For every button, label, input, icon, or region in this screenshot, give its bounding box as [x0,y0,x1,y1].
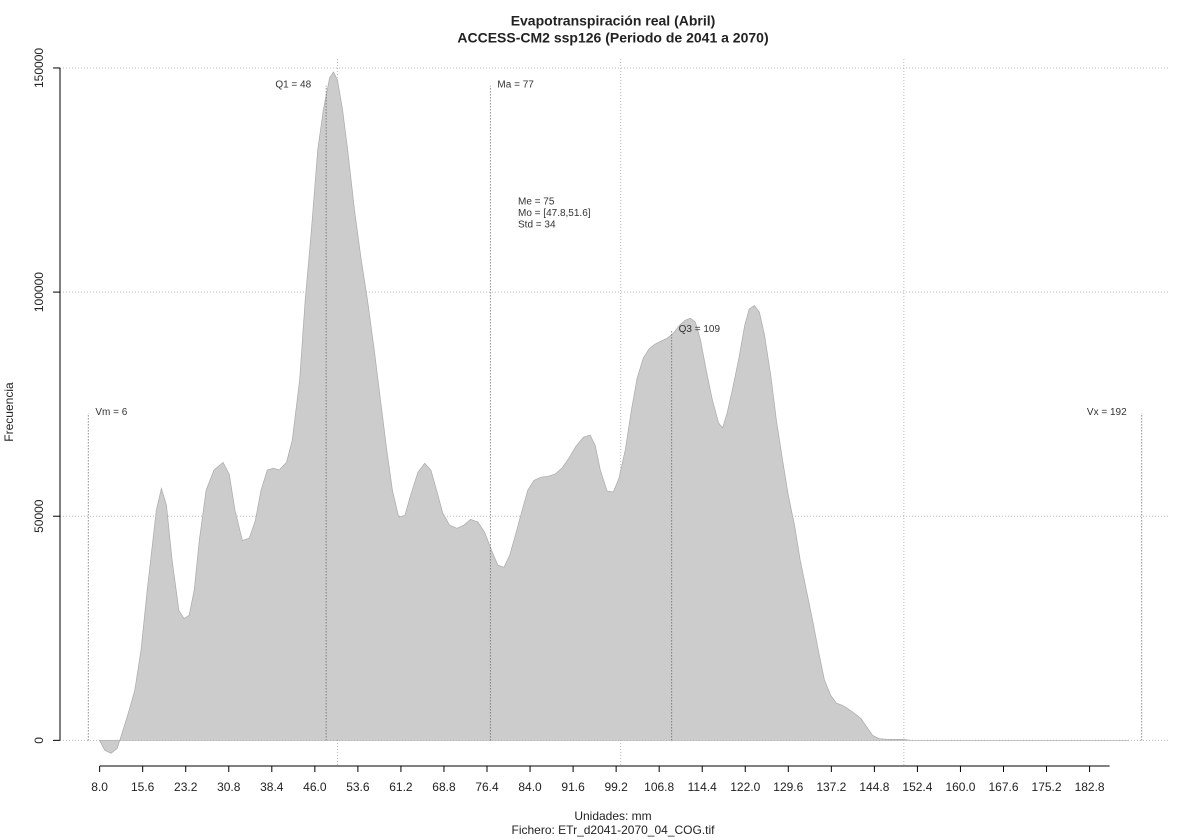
x-tick-label: 53.6 [346,780,370,794]
density-area [99,71,1130,754]
stat-label: Std = 34 [518,220,556,231]
marker-label: Q1 = 48 [275,80,311,91]
x-tick-label: 8.0 [91,780,108,794]
x-tick-label: 46.0 [303,780,327,794]
marker-label: Vm = 6 [95,407,127,418]
x-tick-label: 30.8 [217,780,241,794]
x-tick-label: 137.2 [816,780,846,794]
x-tick-label: 106.8 [644,780,674,794]
x-tick-label: 129.6 [773,780,803,794]
x-tick-label: 84.0 [518,780,542,794]
marker-label: Q3 = 109 [679,324,721,335]
x-tick-label: 144.8 [859,780,889,794]
x-tick-label: 38.4 [260,780,284,794]
stat-label: Mo = [47.8,51.6] [518,208,591,219]
x-tick-label: 15.6 [131,780,155,794]
x-tick-label: 167.6 [988,780,1018,794]
y-tick-label: 0 [32,737,46,744]
marker-label: Ma = 77 [497,80,534,91]
x-tick-label: 114.4 [688,780,717,794]
y-tick-label: 150000 [32,48,46,88]
file-label: Fichero: ETr_d2041-2070_04_COG.tif [512,823,716,837]
x-tick-label: 152.4 [902,780,932,794]
x-tick-label: 160.0 [945,780,975,794]
y-tick-label: 100000 [32,272,46,312]
chart-subtitle: ACCESS-CM2 ssp126 (Periodo de 2041 a 207… [457,30,768,46]
x-axis-title: Unidades: mm [574,809,651,823]
x-tick-label: 122.0 [730,780,760,794]
x-tick-label: 175.2 [1032,780,1062,794]
y-axis-title: Frecuencia [2,382,16,442]
y-tick-label: 50000 [32,499,46,533]
x-tick-label: 61.2 [389,780,413,794]
x-tick-label: 76.4 [475,780,499,794]
x-tick-label: 23.2 [174,780,198,794]
marker-label: Vx = 192 [1087,407,1127,418]
chart-title: Evapotranspiración real (Abril) [511,13,716,29]
stat-label: Me = 75 [518,197,555,208]
x-tick-label: 99.2 [604,780,628,794]
x-tick-label: 68.8 [432,780,456,794]
x-tick-label: 91.6 [561,780,585,794]
x-tick-label: 182.8 [1075,780,1105,794]
